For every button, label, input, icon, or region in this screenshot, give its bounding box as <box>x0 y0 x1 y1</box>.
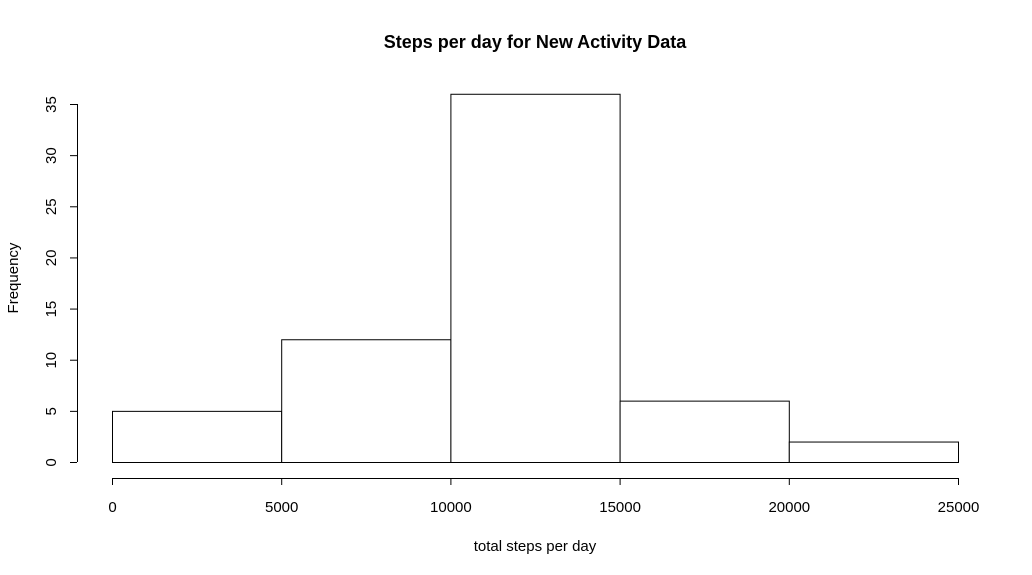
y-tick-label-1: 5 <box>43 407 60 415</box>
chart-title: Steps per day for New Activity Data <box>384 32 687 52</box>
bars-group <box>112 93 959 464</box>
y-tick-label-4: 20 <box>43 250 60 267</box>
x-tick-label-0: 0 <box>108 499 116 516</box>
x-tick-label-1: 5000 <box>265 499 298 516</box>
histogram-bar-3 <box>619 400 790 463</box>
y-tick-label-6: 30 <box>43 147 60 164</box>
y-tick-label-7: 35 <box>43 96 60 113</box>
y-tick-label-0: 0 <box>43 458 60 466</box>
histogram-bar-2 <box>450 93 621 464</box>
y-tick-label-5: 25 <box>43 198 60 215</box>
y-axis: 0 5 10 15 20 25 30 35 <box>43 96 78 467</box>
y-axis-label: Frequency <box>5 242 22 313</box>
x-tick-label-2: 10000 <box>430 499 472 516</box>
x-tick-label-5: 25000 <box>938 499 980 516</box>
histogram-bar-1 <box>281 339 452 463</box>
histogram-bar-4 <box>788 441 959 463</box>
x-tick-label-3: 15000 <box>599 499 641 516</box>
y-tick-label-2: 10 <box>43 352 60 369</box>
y-tick-label-3: 15 <box>43 301 60 318</box>
x-axis-label: total steps per day <box>474 538 597 555</box>
histogram-bar-0 <box>112 410 283 464</box>
x-tick-label-4: 20000 <box>768 499 810 516</box>
x-axis: 0 5000 10000 15000 20000 25000 <box>108 478 979 516</box>
